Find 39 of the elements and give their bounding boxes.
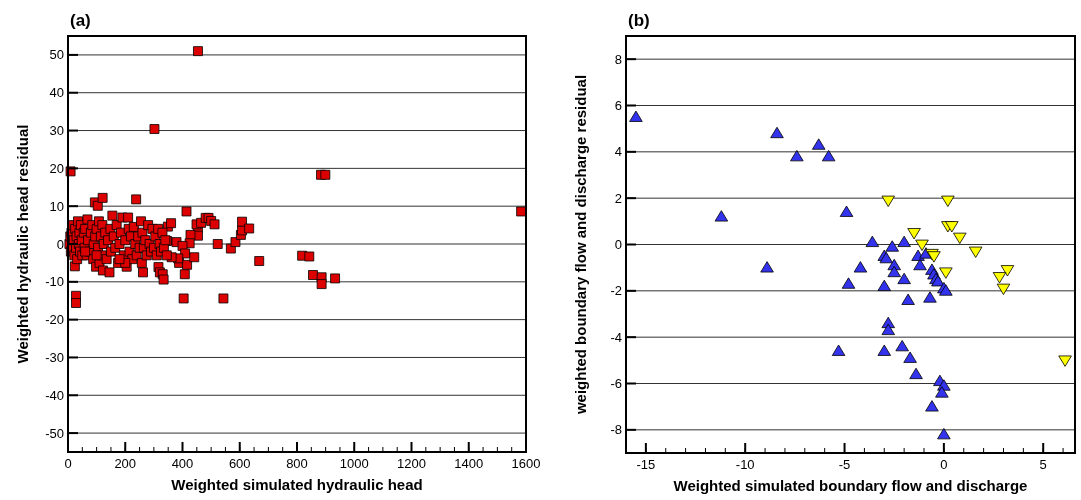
x-tick-label: 5 — [1039, 457, 1047, 472]
y-tick-label: -2 — [610, 283, 622, 299]
y-tick-label: 2 — [614, 190, 622, 206]
y-axis-title: weighted boundary flow and discharge residual — [572, 74, 589, 416]
y-tick-label: -20 — [45, 312, 64, 328]
x-tick-label: 200 — [114, 456, 137, 471]
chart-title: (b) — [628, 11, 650, 30]
x-axis-title: Weighted simulated hydraulic head — [171, 476, 423, 493]
y-tick-label: -4 — [610, 329, 622, 345]
x-tick-label: 1000 — [339, 456, 369, 471]
x-tick-label: 0 — [940, 457, 948, 472]
x-axis-title: Weighted simulated boundary flow and discharge — [673, 477, 1028, 494]
y-tick-label: 4 — [614, 144, 622, 160]
y-tick-label: 8 — [614, 51, 622, 67]
y-tick-label: -30 — [45, 350, 64, 365]
x-tick-label: 400 — [171, 456, 194, 471]
x-tick-label: -15 — [636, 457, 656, 472]
y-tick-label: 0 — [56, 236, 64, 252]
chart-title: (a) — [70, 11, 91, 30]
y-tick-label: -8 — [610, 422, 622, 438]
y-tick-label: 0 — [614, 237, 622, 253]
y-tick-label: 50 — [49, 47, 64, 63]
y-tick-label: -40 — [45, 387, 64, 403]
x-tick-label: -5 — [838, 457, 851, 472]
y-tick-label: 10 — [49, 198, 64, 214]
y-tick-label: 40 — [49, 85, 64, 101]
y-tick-label: 30 — [49, 123, 64, 139]
y-tick-label: -6 — [610, 376, 622, 392]
x-tick-label: 600 — [228, 456, 251, 471]
y-tick-label: -50 — [45, 425, 64, 441]
y-tick-label: 6 — [614, 98, 622, 114]
y-tick-label: -10 — [45, 274, 64, 290]
x-tick-label: 1200 — [397, 456, 426, 471]
y-axis-title: Weighted hydraulic head residual — [14, 124, 31, 364]
x-tick-label: -10 — [735, 457, 755, 472]
x-tick-label: 1600 — [511, 456, 541, 471]
x-tick-label: 1400 — [454, 456, 484, 471]
x-tick-label: 800 — [286, 456, 308, 471]
y-tick-label: 20 — [49, 160, 64, 176]
